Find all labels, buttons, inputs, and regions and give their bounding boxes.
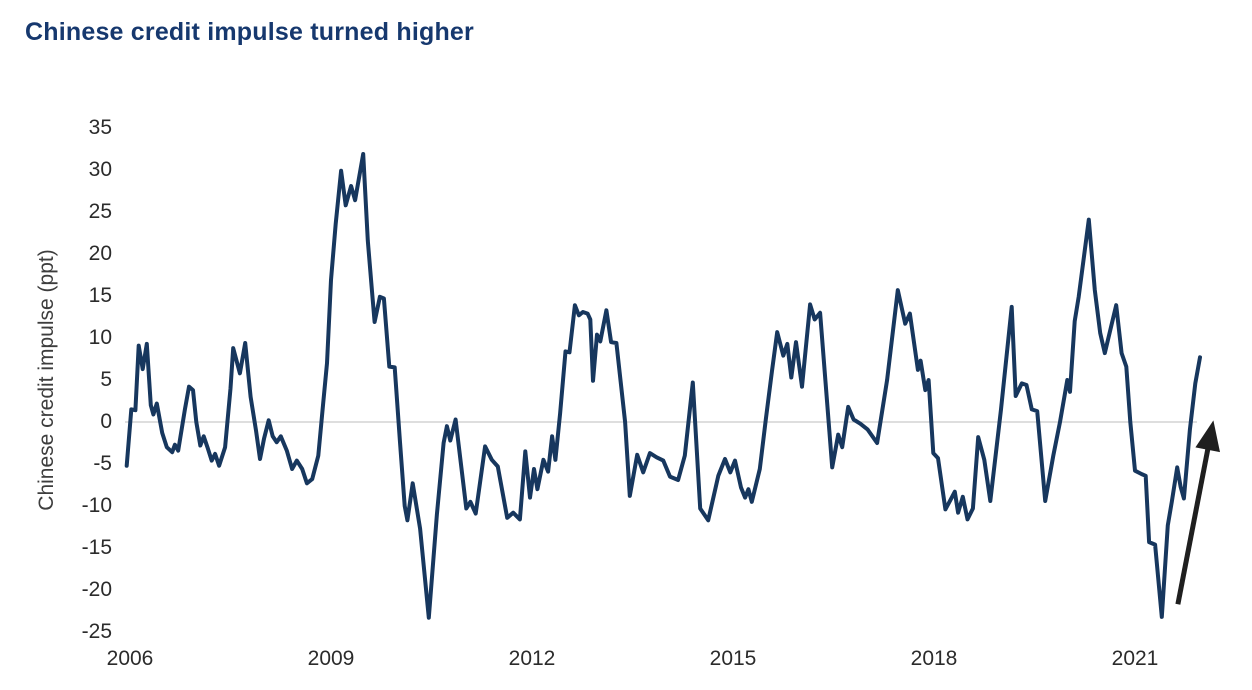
x-tick-label: 2012: [508, 647, 556, 670]
y-tick-label: 15: [88, 284, 112, 307]
up-arrow-head-icon: [1195, 420, 1220, 453]
x-tick-label: 2021: [1111, 647, 1159, 670]
y-tick-label: 25: [88, 200, 112, 223]
chart-title: Chinese credit impulse turned higher: [25, 18, 474, 46]
y-tick-label: -10: [81, 494, 112, 517]
y-tick-label: 35: [88, 116, 112, 139]
x-tick-label: 2015: [709, 647, 757, 670]
y-tick-label: 0: [100, 410, 112, 433]
y-tick-label: 10: [88, 326, 112, 349]
credit-impulse-line: [124, 152, 1202, 620]
y-tick-label: -15: [81, 536, 112, 559]
x-tick-label: 2018: [910, 647, 958, 670]
up-arrow-shaft: [1175, 443, 1212, 605]
x-tick-label: 2009: [307, 647, 355, 670]
x-tick-label: 2006: [106, 647, 154, 670]
y-tick-label: -5: [93, 452, 112, 475]
y-tick-label: 20: [88, 242, 112, 265]
y-tick-label: 5: [100, 368, 112, 391]
y-tick-label: -20: [81, 578, 112, 601]
y-tick-label: 30: [88, 158, 112, 181]
y-tick-label: -25: [81, 620, 112, 643]
